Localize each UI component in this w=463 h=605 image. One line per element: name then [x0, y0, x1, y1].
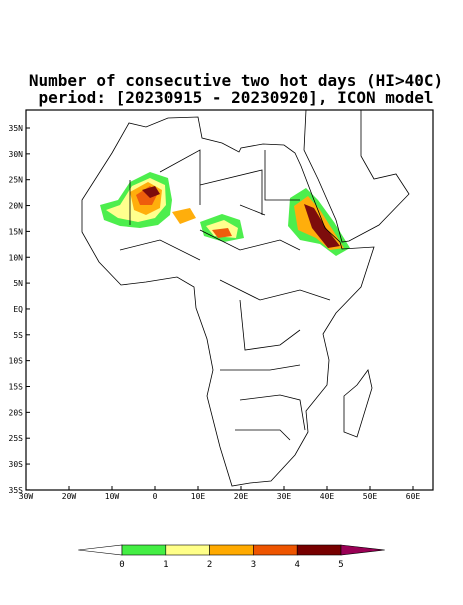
title: Number of consecutive two hot days (HI>4…	[29, 71, 443, 90]
lat-label: EQ	[13, 305, 23, 314]
lat-label: 10N	[9, 253, 24, 262]
colorbar-label: 2	[207, 560, 212, 570]
lat-label: 25N	[9, 176, 24, 185]
subtitle: period: [20230915 - 20230920], ICON mode…	[39, 88, 434, 107]
lat-label: 15S	[9, 383, 24, 392]
lat-label: 30N	[9, 150, 24, 159]
lat-label: 15N	[9, 227, 24, 236]
colorbar-low	[78, 544, 123, 556]
lon-label: 60E	[406, 492, 421, 501]
lon-label: 10E	[191, 492, 206, 501]
lat-label: 5S	[13, 331, 23, 340]
lat-label: 20S	[9, 408, 24, 417]
lon-label: 10W	[105, 492, 120, 501]
lat-label: 5N	[13, 279, 23, 288]
lat-label: 35S	[9, 486, 24, 495]
colorbar-high	[340, 544, 385, 556]
lon-label: 30W	[19, 492, 34, 501]
lon-label: 20E	[234, 492, 249, 501]
colorbar-segment	[296, 544, 342, 556]
colorbar-label: 0	[119, 560, 124, 570]
colorbar-segment	[165, 544, 210, 556]
lat-label: 35N	[9, 124, 24, 133]
colorbar-segment	[253, 544, 298, 556]
lat-label: 25S	[9, 434, 24, 443]
colorbar-label: 5	[338, 560, 343, 570]
colorbar-label: 1	[163, 560, 168, 570]
lon-label: 20W	[62, 492, 77, 501]
lon-label: 30E	[277, 492, 292, 501]
lat-label: 30S	[9, 460, 24, 469]
lat-label: 10S	[9, 357, 24, 366]
lat-label: 20N	[9, 202, 24, 211]
colorbar-segment	[121, 544, 167, 556]
colorbar-segment	[209, 544, 254, 556]
colorbar-label: 3	[251, 560, 256, 570]
lon-label: 0	[153, 492, 158, 501]
lon-label: 40E	[320, 492, 335, 501]
colorbar-label: 4	[294, 560, 299, 570]
map: 35N 30N 25N 20N 15N 10N 5N EQ 5S 10S 15S 20S 25S 30S 3…	[9, 109, 434, 501]
colorbar: 0 1 2 3 4 5	[78, 544, 385, 570]
lon-label: 50E	[363, 492, 378, 501]
